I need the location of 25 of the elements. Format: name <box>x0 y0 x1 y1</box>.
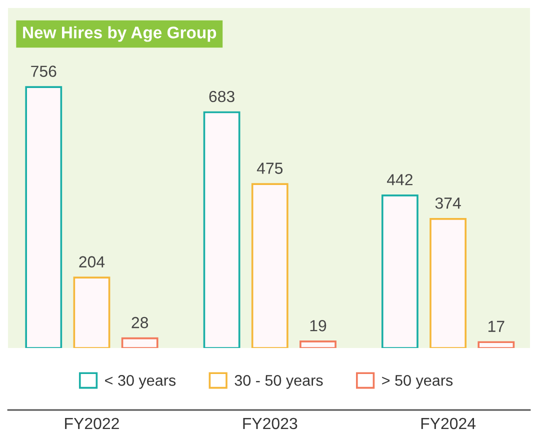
data-label: 442 <box>386 174 412 186</box>
data-label: 374 <box>435 198 461 209</box>
data-label: 19 <box>310 320 326 332</box>
x-tick-label: FY2023 <box>243 418 298 430</box>
data-label: 756 <box>31 66 56 77</box>
bar <box>203 111 240 348</box>
data-label: 475 <box>256 162 283 174</box>
bar <box>251 183 288 348</box>
legend-label: > 50 years <box>382 375 453 389</box>
bar <box>430 218 466 348</box>
data-label: 28 <box>132 316 148 328</box>
bar <box>478 341 515 348</box>
data-label: 204 <box>79 256 105 268</box>
data-label: 683 <box>209 90 234 102</box>
x-tick-label: FY2024 <box>421 418 476 430</box>
bar <box>25 86 62 348</box>
x-tick-label: FY2022 <box>65 418 119 430</box>
bar <box>381 194 418 348</box>
bar <box>300 340 336 348</box>
bar <box>73 276 110 348</box>
data-label: 17 <box>488 320 504 332</box>
legend-label: < 30 years <box>105 375 176 389</box>
bar <box>121 337 158 348</box>
chart-title: New Hires by Age Group <box>23 26 216 42</box>
legend-label: 30 - 50 years <box>234 375 323 389</box>
